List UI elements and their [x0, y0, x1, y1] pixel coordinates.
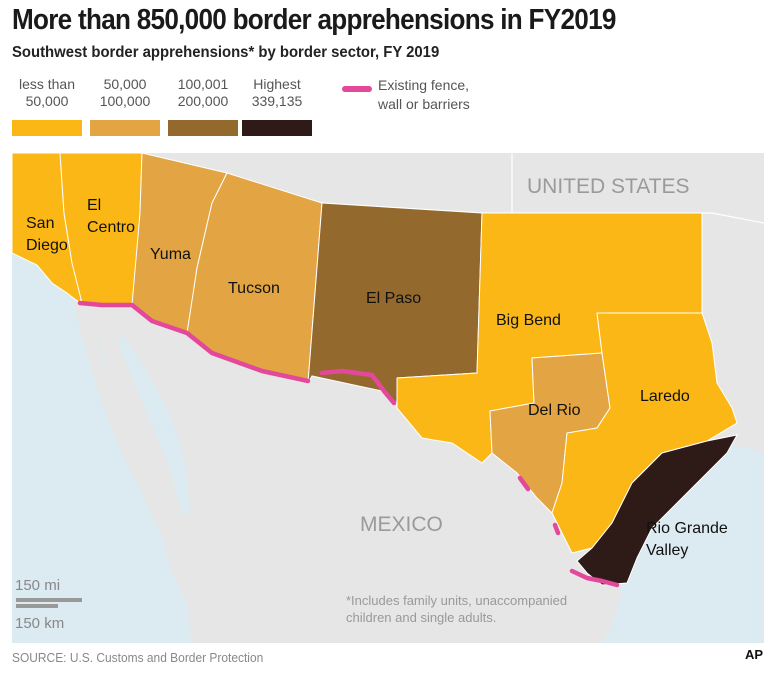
label-el-paso: El Paso	[366, 290, 421, 307]
legend-swatch-high	[168, 120, 238, 136]
gulf-of-california	[118, 333, 190, 513]
label-san-diego-line1: San	[26, 215, 54, 232]
mexico-land	[82, 303, 622, 643]
label-el-centro: El Centro	[87, 197, 135, 236]
scale-label-km: 150 km	[15, 615, 64, 632]
scale-bar-mi	[16, 598, 82, 602]
fence-line-icon	[342, 86, 372, 92]
label-tucson: Tucson	[228, 280, 280, 297]
footnote-line2: children and single adults.	[346, 610, 496, 625]
fence-line	[77, 300, 311, 384]
legend-label-highest: Highest 339,135	[251, 76, 303, 109]
label-rgv-line2: Valley	[646, 542, 688, 559]
legend-item-highest: Highest 339,135	[242, 76, 312, 136]
footnote-line1: *Includes family units, unaccompanied	[346, 593, 567, 608]
sector-rio-grande-valley	[576, 434, 738, 586]
legend-item-low: less than 50,000	[12, 76, 82, 136]
fence-line-del-rio	[517, 475, 531, 492]
label-san-diego-line2: Diego	[26, 237, 68, 254]
scale-bar-km	[16, 604, 58, 608]
fence-line-rio-grande	[569, 568, 620, 588]
legend-label-medium: 50,000 100,000	[99, 76, 151, 109]
chart-subtitle: Southwest border apprehensions* by borde…	[12, 44, 440, 61]
scale-label-mi: 150 mi	[15, 577, 60, 594]
legend: less than 50,000 50,000 100,000 100,001 …	[12, 76, 482, 140]
legend-swatch-low	[12, 120, 82, 136]
legend-label-low: less than 50,000	[18, 76, 76, 109]
ap-logo: AP	[744, 647, 763, 662]
source-note: SOURCE: U.S. Customs and Border Protecti…	[12, 650, 264, 665]
label-el-centro-line2: Centro	[87, 219, 135, 236]
footnote: *Includes family units, unaccompanied ch…	[346, 593, 571, 625]
baja-california	[74, 303, 162, 528]
label-big-bend: Big Bend	[496, 312, 561, 329]
label-united-states: UNITED STATES	[527, 175, 690, 198]
legend-swatch-highest	[242, 120, 312, 136]
legend-label-fence: Existing fence, wall or barriers	[378, 77, 470, 112]
fence-line-laredo	[552, 522, 561, 536]
label-yuma: Yuma	[150, 246, 191, 263]
legend-swatch-medium	[90, 120, 160, 136]
label-el-centro-line1: El	[87, 197, 101, 214]
label-laredo: Laredo	[640, 388, 690, 405]
border-map: UNITED STATES MEXICO San Diego El Centro…	[12, 153, 764, 643]
legend-label-high: 100,001 200,000	[177, 76, 229, 109]
fence-line-el-paso	[319, 368, 397, 406]
legend-item-high: 100,001 200,000	[168, 76, 238, 136]
label-rgv-line1: Rio Grande	[646, 520, 728, 537]
legend-item-medium: 50,000 100,000	[90, 76, 160, 136]
label-rio-grande-valley: Rio Grande Valley	[646, 520, 732, 559]
chart-title: More than 850,000 border apprehensions i…	[12, 4, 616, 36]
label-del-rio: Del Rio	[528, 402, 581, 419]
label-san-diego: San Diego	[26, 215, 68, 254]
label-mexico: MEXICO	[360, 513, 443, 536]
